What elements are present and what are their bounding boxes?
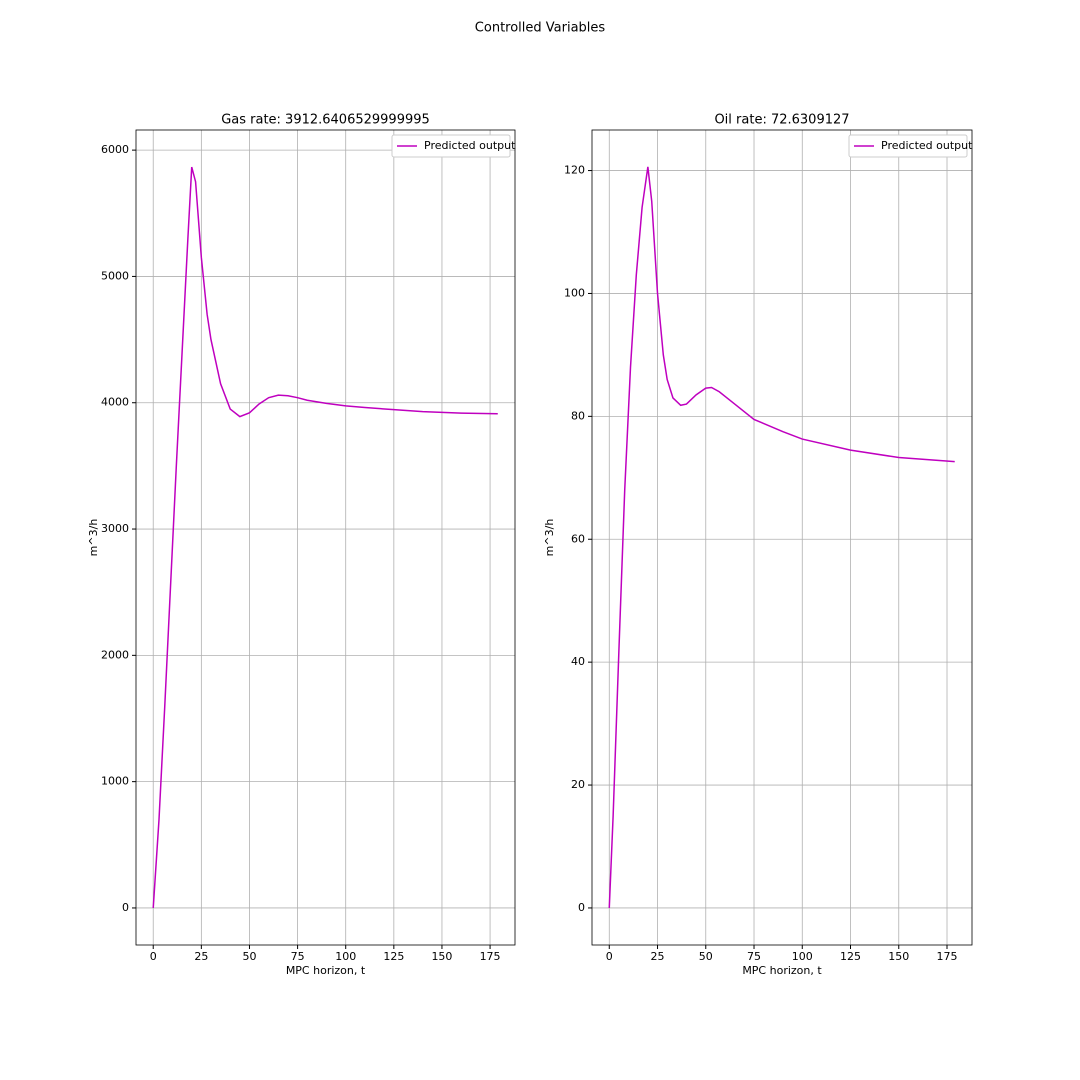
y-tick-label: 1000 <box>101 775 129 788</box>
y-tick-label: 2000 <box>101 648 129 661</box>
line <box>608 166 955 908</box>
y-axis-label: m^3/h <box>543 519 556 557</box>
x-tick-label: 175 <box>937 950 958 963</box>
x-tick-label: 100 <box>792 950 813 963</box>
x-tick-label: 50 <box>699 950 713 963</box>
legend-box <box>391 134 511 158</box>
x-tick-label: 75 <box>747 950 761 963</box>
x-tick-label: 50 <box>242 950 256 963</box>
axes-frame <box>135 129 516 946</box>
x-tick-label: 75 <box>291 950 305 963</box>
x-tick-label: 125 <box>383 950 404 963</box>
x-tick-label: 100 <box>335 950 356 963</box>
x-axis-label: MPC horizon, t <box>742 964 822 977</box>
y-tick-label: 6000 <box>101 143 129 156</box>
y-tick-label: 40 <box>571 655 585 668</box>
y-tick-label: 120 <box>564 164 585 177</box>
y-tick-label: 0 <box>122 901 129 914</box>
x-tick-label: 150 <box>888 950 909 963</box>
x-tick-label: 175 <box>480 950 501 963</box>
y-tick-label: 5000 <box>101 269 129 282</box>
y-tick-label: 100 <box>564 286 585 299</box>
y-axis-label: m^3/h <box>87 519 100 557</box>
chart-title: Gas rate: 3912.6406529999995 <box>221 113 430 128</box>
legend-label: Predicted output <box>881 139 973 152</box>
x-tick-label: 25 <box>194 950 208 963</box>
x-tick-label: 0 <box>606 950 613 963</box>
x-tick-label: 125 <box>840 950 861 963</box>
y-tick-label: 3000 <box>101 522 129 535</box>
x-tick-label: 25 <box>651 950 665 963</box>
figure-title: Controlled Variables <box>475 21 606 36</box>
y-tick-label: 20 <box>571 778 585 791</box>
chart-title: Oil rate: 72.6309127 <box>714 113 849 128</box>
x-tick-label: 150 <box>431 950 452 963</box>
legend-label: Predicted output <box>424 139 516 152</box>
axes-frame <box>591 129 973 946</box>
x-tick-label: 0 <box>150 950 157 963</box>
y-tick-label: 80 <box>571 409 585 422</box>
y-tick-label: 0 <box>578 901 585 914</box>
line <box>152 166 498 909</box>
x-axis-label: MPC horizon, t <box>286 964 366 977</box>
y-tick-label: 4000 <box>101 396 129 409</box>
legend-box <box>848 134 968 158</box>
y-tick-label: 60 <box>571 532 585 545</box>
